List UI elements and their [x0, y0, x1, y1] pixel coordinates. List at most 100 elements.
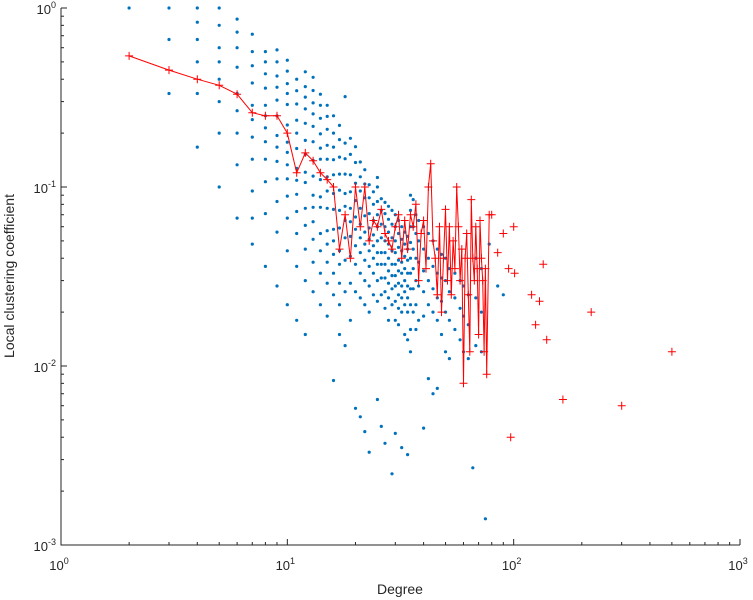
data-point-plus: [388, 245, 396, 254]
data-point: [318, 231, 322, 236]
data-point: [348, 173, 352, 177]
series-2-scatter: [493, 222, 676, 442]
data-point: [311, 124, 315, 128]
data-point-plus: [487, 210, 496, 219]
data-point: [353, 290, 358, 294]
data-point: [386, 204, 391, 208]
data-point: [348, 318, 352, 322]
data-point: [453, 327, 457, 332]
data-point-plus: [403, 245, 412, 254]
data-point: [367, 212, 371, 216]
data-point: [431, 310, 435, 314]
data-point: [400, 237, 404, 241]
data-point: [426, 256, 430, 260]
data-point: [466, 357, 470, 361]
data-point: [235, 216, 239, 220]
data-point: [348, 136, 352, 140]
x-tick-label: 101: [276, 556, 295, 573]
data-point: [325, 143, 329, 147]
data-point-plus: [531, 320, 540, 329]
data-point: [411, 310, 415, 314]
data-point-plus: [360, 183, 369, 191]
data-point: [311, 101, 315, 105]
data-point: [375, 199, 379, 204]
data-point: [318, 146, 322, 150]
data-point: [379, 197, 383, 201]
data-point-plus: [468, 254, 477, 263]
data-point: [390, 208, 394, 212]
data-point-plus: [335, 245, 344, 254]
data-point: [318, 132, 322, 136]
data-point: [439, 332, 444, 337]
data-point: [318, 249, 322, 253]
data-point-plus: [462, 229, 471, 238]
data-point: [303, 180, 307, 185]
data-point-plus: [474, 330, 483, 339]
data-point: [435, 386, 439, 390]
data-point: [358, 296, 362, 300]
data-point: [386, 269, 391, 273]
data-point: [235, 109, 239, 113]
data-point: [343, 191, 347, 196]
data-point: [195, 60, 199, 64]
series-1-line: [125, 51, 496, 388]
data-point: [325, 114, 329, 118]
data-point: [250, 242, 254, 246]
data-point: [411, 267, 415, 271]
data-point: [363, 303, 367, 307]
data-point: [318, 103, 322, 107]
data-point: [426, 279, 430, 283]
data-point: [393, 284, 397, 288]
data-point: [275, 60, 279, 64]
data-point: [275, 230, 279, 234]
data-point: [275, 284, 279, 288]
data-point: [453, 271, 457, 275]
data-point: [331, 114, 336, 118]
data-point: [325, 157, 329, 161]
data-point-plus: [617, 401, 626, 410]
data-point: [285, 303, 289, 307]
data-point: [331, 173, 336, 177]
data-point: [167, 37, 171, 42]
data-point: [447, 290, 451, 294]
data-point: [417, 218, 421, 223]
data-point-plus: [273, 111, 281, 120]
data-point: [358, 160, 362, 164]
data-point: [408, 208, 413, 212]
data-point: [337, 262, 342, 266]
data-point: [358, 206, 362, 210]
data-point-plus: [558, 395, 567, 404]
data-point: [371, 256, 375, 260]
data-point: [318, 205, 322, 209]
data-point: [390, 222, 394, 226]
data-point: [406, 296, 410, 300]
data-point: [285, 249, 289, 253]
data-point: [393, 431, 397, 435]
data-point: [403, 279, 407, 283]
data-point: [337, 172, 342, 176]
data-point: [400, 310, 404, 314]
data-point: [325, 281, 329, 285]
data-point: [325, 242, 329, 246]
x-tick-label: 100: [49, 556, 68, 573]
data-point: [458, 306, 462, 310]
data-point: [303, 206, 307, 210]
data-point-plus: [406, 210, 415, 219]
data-point: [250, 189, 254, 193]
data-point: [285, 150, 289, 154]
data-point-plus: [400, 216, 409, 225]
data-point: [390, 303, 394, 307]
data-point: [285, 177, 289, 181]
data-point: [396, 245, 401, 249]
data-point: [275, 177, 279, 181]
data-point: [363, 430, 367, 434]
data-point: [318, 116, 322, 120]
x-tick-label: 103: [728, 556, 747, 573]
data-point: [363, 242, 367, 246]
data-point-plus: [422, 264, 430, 273]
data-point: [311, 193, 315, 197]
y-tick-label: 10-3: [34, 537, 56, 554]
data-point: [303, 85, 307, 89]
data-point: [285, 91, 289, 96]
data-point: [403, 254, 407, 258]
